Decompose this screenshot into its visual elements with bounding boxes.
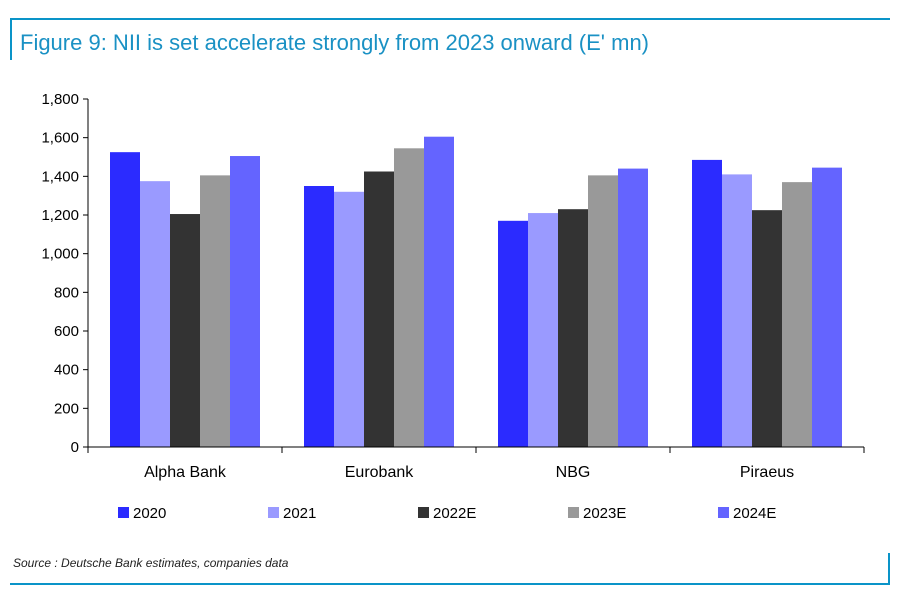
- bar-2021-alpha-bank: [140, 181, 170, 447]
- y-tick-label: 600: [54, 323, 79, 340]
- y-tick-label: 400: [54, 362, 79, 379]
- legend-swatch-2021: [268, 507, 279, 518]
- bar-2023e-alpha-bank: [200, 175, 230, 447]
- bar-2022e-piraeus: [752, 210, 782, 447]
- bar-2020-nbg: [498, 220, 528, 447]
- frame-right-rule: [888, 553, 890, 585]
- bar-2021-nbg: [528, 213, 558, 447]
- legend-label-2024e: 2024E: [733, 505, 776, 522]
- y-tick-label: 1,400: [41, 168, 79, 185]
- frame-bottom-rule: [10, 583, 890, 585]
- x-tick-label: NBG: [556, 464, 591, 481]
- bar-2021-eurobank: [334, 191, 364, 447]
- y-axis: 0 200 400 600 800 1,000 1,200 1,400 1,600 1,800: [41, 91, 89, 456]
- x-tick-label: Alpha Bank: [144, 464, 227, 481]
- frame-left-rule: [10, 18, 12, 60]
- bar-2020-eurobank: [304, 186, 334, 447]
- y-tick-label: 800: [54, 284, 79, 301]
- y-tick-label: 1,600: [41, 130, 79, 147]
- legend: 2020 2021 2022E 2023E 2024E: [118, 505, 776, 522]
- bar-2024e-alpha-bank: [230, 156, 260, 448]
- legend-label-2023e: 2023E: [583, 505, 626, 522]
- bar-2020-piraeus: [692, 159, 722, 447]
- bar-2023e-eurobank: [394, 148, 424, 448]
- bar-2024e-piraeus: [812, 167, 842, 447]
- bar-2022e-alpha-bank: [170, 214, 200, 447]
- bar-2023e-piraeus: [782, 182, 812, 447]
- y-tick-label: 0: [71, 439, 79, 456]
- legend-label-2021: 2021: [283, 505, 316, 522]
- source-note: Source : Deutsche Bank estimates, compan…: [13, 556, 289, 570]
- legend-swatch-2020: [118, 507, 129, 518]
- bar-2021-piraeus: [722, 174, 752, 447]
- bar-2024e-eurobank: [424, 136, 454, 447]
- chart-title: Figure 9: NII is set accelerate strongly…: [20, 30, 650, 55]
- y-tick-label: 1,200: [41, 207, 79, 224]
- bar-2024e-nbg: [618, 168, 648, 447]
- legend-label-2022e: 2022E: [433, 505, 476, 522]
- x-tick-label: Eurobank: [345, 464, 414, 481]
- y-tick-label: 1,000: [41, 246, 79, 263]
- x-axis: Alpha Bank Eurobank NBG Piraeus: [87, 446, 865, 481]
- bar-2022e-eurobank: [364, 171, 394, 447]
- legend-label-2020: 2020: [133, 505, 166, 522]
- bar-2020-alpha-bank: [110, 152, 140, 447]
- frame-top-rule: [10, 18, 890, 20]
- x-tick-label: Piraeus: [740, 464, 794, 481]
- y-tick-label: 200: [54, 400, 79, 417]
- bars: [110, 136, 842, 448]
- legend-swatch-2022e: [418, 507, 429, 518]
- bar-2023e-nbg: [588, 175, 618, 447]
- bar-2022e-nbg: [558, 209, 588, 447]
- y-tick-label: 1,800: [41, 91, 79, 108]
- legend-swatch-2023e: [568, 507, 579, 518]
- legend-swatch-2024e: [718, 507, 729, 518]
